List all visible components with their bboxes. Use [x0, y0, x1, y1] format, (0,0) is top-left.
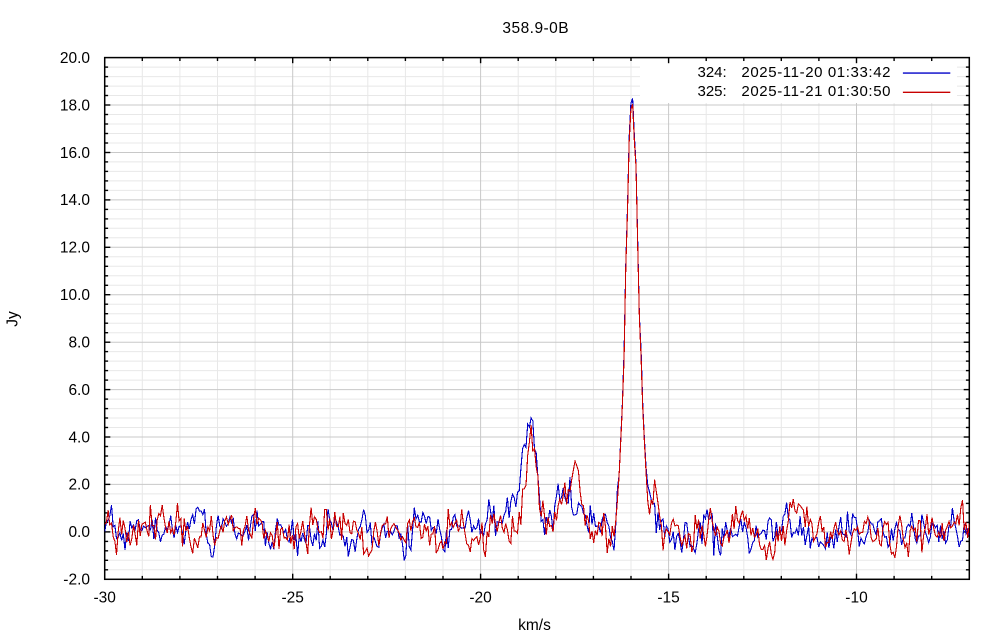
- svg-text:12.0: 12.0: [60, 240, 91, 257]
- svg-text:358.9-0B: 358.9-0B: [502, 20, 568, 37]
- svg-text:6.0: 6.0: [68, 382, 90, 399]
- svg-text:325:: 325:: [697, 83, 726, 100]
- svg-text:2.0: 2.0: [68, 477, 90, 494]
- svg-text:-25: -25: [281, 590, 303, 607]
- svg-text:10.0: 10.0: [60, 287, 91, 304]
- svg-text:km/s: km/s: [518, 617, 551, 634]
- svg-text:0.0: 0.0: [68, 524, 90, 541]
- svg-text:-30: -30: [93, 590, 116, 607]
- svg-text:16.0: 16.0: [60, 145, 91, 162]
- svg-text:2025-11-20 01:33:42: 2025-11-20 01:33:42: [741, 64, 890, 81]
- svg-text:4.0: 4.0: [68, 429, 90, 446]
- svg-text:2025-11-21 01:30:50: 2025-11-21 01:30:50: [741, 83, 890, 100]
- svg-text:-10: -10: [845, 590, 868, 607]
- svg-text:Jy: Jy: [5, 311, 22, 327]
- svg-text:324:: 324:: [697, 64, 726, 81]
- svg-text:20.0: 20.0: [60, 50, 91, 67]
- svg-text:-2.0: -2.0: [63, 572, 90, 589]
- svg-text:18.0: 18.0: [60, 97, 91, 114]
- svg-text:-20: -20: [469, 590, 492, 607]
- svg-text:14.0: 14.0: [60, 192, 91, 209]
- svg-text:8.0: 8.0: [68, 335, 90, 352]
- svg-text:-15: -15: [657, 590, 679, 607]
